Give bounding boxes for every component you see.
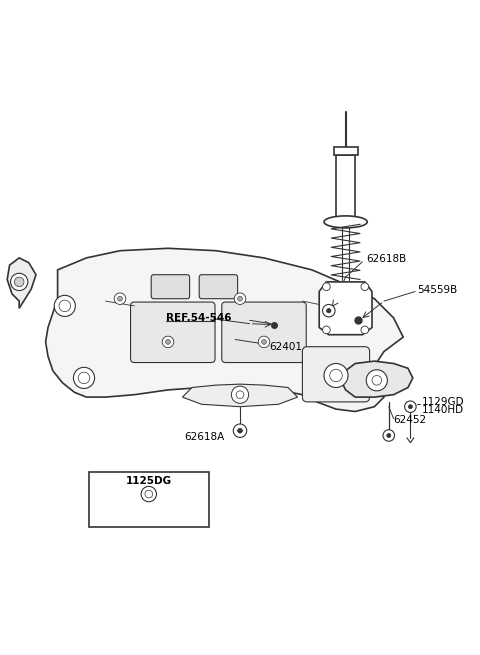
- Circle shape: [238, 296, 242, 301]
- FancyBboxPatch shape: [199, 274, 238, 299]
- Circle shape: [323, 283, 330, 291]
- Text: 54559B: 54559B: [418, 285, 458, 295]
- Circle shape: [262, 339, 266, 345]
- FancyBboxPatch shape: [302, 346, 370, 402]
- Circle shape: [258, 336, 270, 348]
- Bar: [336, 155, 355, 217]
- FancyBboxPatch shape: [151, 274, 190, 299]
- Text: 62401: 62401: [269, 342, 302, 352]
- Circle shape: [323, 305, 335, 317]
- Polygon shape: [46, 248, 403, 411]
- Text: 1125DG: 1125DG: [126, 476, 172, 486]
- Circle shape: [54, 295, 75, 316]
- Circle shape: [361, 283, 369, 291]
- Ellipse shape: [324, 216, 367, 228]
- Circle shape: [366, 369, 387, 391]
- Text: 62452: 62452: [394, 415, 427, 424]
- Circle shape: [335, 295, 356, 316]
- Circle shape: [14, 277, 24, 287]
- Circle shape: [166, 339, 170, 345]
- Circle shape: [73, 367, 95, 388]
- Bar: [89, 472, 209, 527]
- Circle shape: [11, 273, 28, 291]
- Text: 62618A: 62618A: [184, 432, 224, 442]
- Circle shape: [114, 293, 126, 305]
- Text: 62618B: 62618B: [366, 254, 407, 264]
- Circle shape: [323, 326, 330, 334]
- Circle shape: [234, 293, 246, 305]
- FancyBboxPatch shape: [222, 302, 306, 362]
- Circle shape: [324, 364, 348, 388]
- Text: 1140HD: 1140HD: [421, 405, 464, 415]
- Circle shape: [238, 428, 242, 433]
- Polygon shape: [182, 384, 298, 407]
- Polygon shape: [319, 282, 372, 335]
- Circle shape: [141, 487, 156, 502]
- Circle shape: [361, 326, 369, 334]
- Circle shape: [405, 401, 416, 413]
- Bar: [334, 147, 358, 155]
- Circle shape: [383, 430, 395, 441]
- Text: REF.54-546: REF.54-546: [166, 313, 231, 323]
- Circle shape: [408, 405, 412, 409]
- Circle shape: [233, 424, 247, 438]
- Circle shape: [231, 386, 249, 403]
- Polygon shape: [7, 258, 36, 309]
- Circle shape: [387, 434, 391, 438]
- Text: 1129GD: 1129GD: [421, 398, 464, 407]
- Circle shape: [162, 336, 174, 348]
- Polygon shape: [341, 361, 413, 397]
- Circle shape: [118, 296, 122, 301]
- FancyBboxPatch shape: [131, 302, 215, 362]
- Circle shape: [326, 309, 331, 313]
